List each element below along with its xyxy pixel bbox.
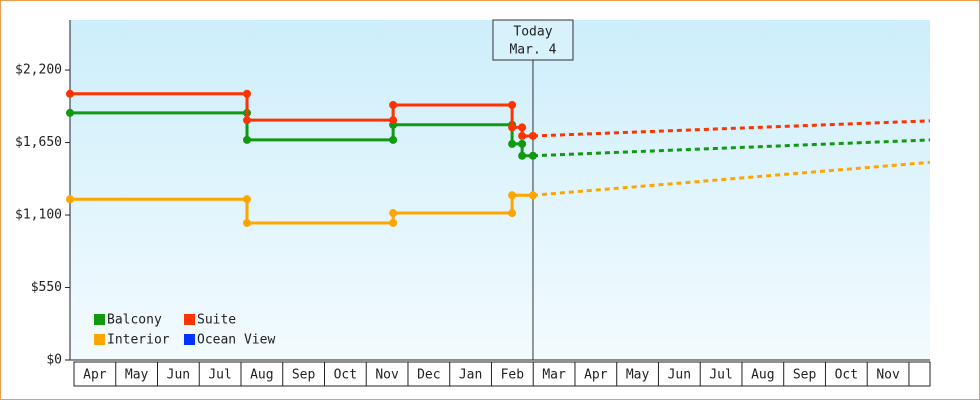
x-tick-label: Sep	[793, 368, 817, 383]
legend-swatch	[94, 314, 105, 325]
x-tick-label: Mar	[542, 368, 566, 383]
legend-label: Ocean View	[197, 333, 275, 348]
legend-swatch	[184, 334, 195, 345]
x-tick-label: Apr	[584, 368, 608, 383]
x-tick-label: Oct	[334, 368, 357, 383]
today-date: Mar. 4	[509, 43, 556, 58]
x-tick-label: May	[125, 368, 149, 383]
price-point	[389, 101, 398, 109]
price-point	[243, 195, 252, 204]
price-point	[508, 139, 517, 148]
price-point	[528, 151, 537, 160]
price-point	[518, 131, 527, 140]
x-tick-label: Aug	[250, 368, 273, 383]
today-label: Today	[513, 25, 552, 40]
price-point	[518, 123, 527, 132]
y-tick-label: $550	[31, 280, 62, 295]
price-line	[70, 111, 533, 158]
x-tick-label: Sep	[292, 368, 316, 383]
price-point	[243, 218, 252, 227]
x-tick-label: Dec	[417, 368, 440, 383]
x-tick-label: Nov	[876, 368, 900, 383]
y-tick-label: $2,200	[15, 63, 62, 78]
legend-label: Suite	[197, 313, 236, 328]
price-point	[389, 116, 398, 125]
x-tick-label: Jun	[668, 368, 691, 383]
x-tick-label: Aug	[751, 368, 774, 383]
today-box	[492, 19, 574, 61]
price-point	[528, 131, 537, 140]
y-tick-label: $1,650	[15, 135, 62, 150]
y-tick-label: $1,100	[15, 208, 62, 223]
price-point	[389, 135, 398, 144]
price-point	[508, 191, 517, 200]
price-point	[389, 218, 398, 227]
x-tick-label: Jul	[709, 368, 732, 383]
legend-label: Interior	[107, 333, 170, 348]
price-point	[243, 135, 252, 144]
x-tick-label: Oct	[835, 368, 858, 383]
price-point	[508, 101, 517, 109]
x-tick-label: Feb	[501, 368, 525, 383]
price-point	[518, 139, 527, 148]
price-point	[66, 89, 74, 98]
x-tick-label: Apr	[83, 368, 107, 383]
price-point	[66, 108, 74, 117]
x-tick-label: Jul	[208, 368, 231, 383]
price-point	[528, 191, 537, 200]
price-point	[389, 209, 398, 218]
x-tick-label: Jan	[459, 368, 482, 383]
x-axis-box	[73, 361, 931, 387]
x-tick-label: Nov	[375, 368, 399, 383]
price-point	[243, 89, 252, 98]
price-point	[243, 116, 252, 125]
price-point	[518, 151, 527, 160]
legend-swatch	[184, 314, 195, 325]
price-point	[66, 195, 74, 204]
price-line	[70, 92, 533, 138]
projection-line	[532, 160, 931, 197]
x-tick-label: Jun	[167, 368, 190, 383]
plot-area	[70, 20, 930, 360]
price-point	[508, 209, 517, 218]
y-tick-label: $0	[46, 353, 62, 368]
legend-label: Balcony	[107, 313, 162, 328]
x-tick-label: May	[626, 368, 650, 383]
legend-swatch	[94, 334, 105, 345]
price-point	[508, 123, 517, 132]
projection-line	[532, 119, 931, 138]
projection-line	[532, 138, 931, 158]
